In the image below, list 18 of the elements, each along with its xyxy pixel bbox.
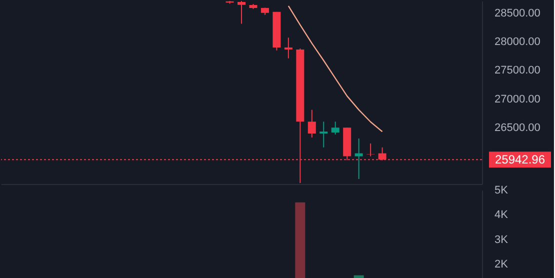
line-series [288,5,383,132]
candlestick [238,0,246,24]
y-tick-label: 4K [494,209,509,222]
y-tick-label: 28000.00 [494,36,540,48]
candlestick [284,37,292,59]
ref-line-label: 25942.96 [494,152,546,167]
y-tick-label: 26500.00 [494,122,540,134]
y-tick-label: 27500.00 [494,64,540,77]
candlestick [331,121,340,135]
candlestick [366,142,375,157]
y-tick-label: 28500.00 [494,7,540,20]
y-tick-label: 3K [494,234,509,246]
y-tick-label: 5K [494,184,509,196]
candlestick [308,109,316,138]
candlestick [354,138,363,180]
y-tick-label: 2K [494,258,509,271]
y-tick-label: 27000.00 [494,93,540,106]
candlestick [320,121,328,148]
